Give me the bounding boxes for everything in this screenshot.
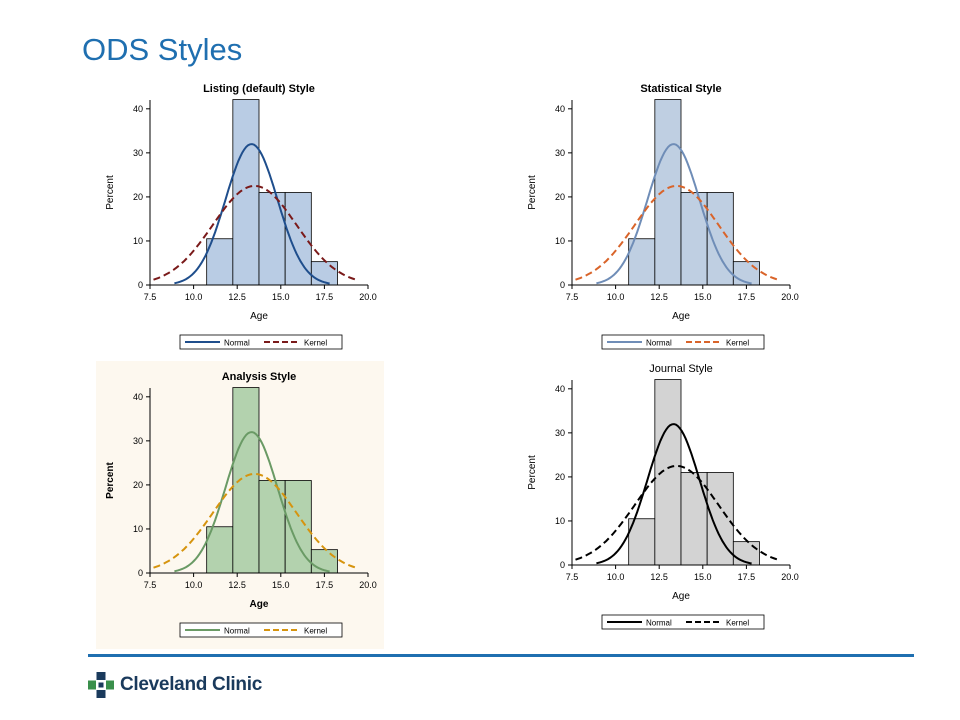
x-axis-label: Age xyxy=(250,599,269,610)
histogram-bar xyxy=(206,526,234,574)
x-axis-label: Age xyxy=(672,591,690,602)
y-axis-label: Percent xyxy=(105,461,116,498)
legend-box xyxy=(601,614,765,630)
y-tick-label: 20 xyxy=(555,472,565,482)
y-tick-label: 40 xyxy=(133,104,143,114)
chart-title: Listing (default) Style xyxy=(203,83,315,95)
x-tick-label: 20.0 xyxy=(781,292,799,302)
y-tick-label: 10 xyxy=(555,236,565,246)
y-tick-label: 40 xyxy=(555,104,565,114)
y-tick-label: 40 xyxy=(133,392,143,402)
x-tick-label: 12.5 xyxy=(228,292,246,302)
x-tick-label: 15.0 xyxy=(272,292,290,302)
histogram-bar xyxy=(680,472,708,566)
y-tick-label: 30 xyxy=(133,436,143,446)
kernel-density-curve xyxy=(575,464,780,562)
legend-kernel-label: Kernel xyxy=(304,339,327,348)
y-axis-label: Percent xyxy=(527,175,538,210)
x-tick-label: 17.5 xyxy=(738,292,756,302)
x-tick-label: 17.5 xyxy=(316,580,334,590)
footer-divider xyxy=(88,654,914,657)
chart-panel-3: Analysis Style 7.5 10.0 12.5 15.0 17.5 20.0 0 10… xyxy=(105,371,377,638)
histogram-bar xyxy=(654,379,682,566)
x-axis-label: Age xyxy=(672,311,690,322)
x-tick-label: 12.5 xyxy=(650,572,668,582)
x-tick-label: 7.5 xyxy=(566,292,579,302)
y-tick-label: 0 xyxy=(560,280,565,290)
x-tick-label: 10.0 xyxy=(185,580,203,590)
y-axis-label: Percent xyxy=(105,175,116,210)
legend-normal-label: Normal xyxy=(224,627,250,636)
kernel-density-curve xyxy=(153,184,358,282)
y-axis-label: Percent xyxy=(527,455,538,490)
histogram-bar xyxy=(232,387,260,574)
x-tick-label: 7.5 xyxy=(144,292,157,302)
x-tick-label: 12.5 xyxy=(228,580,246,590)
chart-title: Journal Style xyxy=(649,363,713,375)
x-tick-label: 15.0 xyxy=(694,292,712,302)
normal-density-curve xyxy=(174,143,330,285)
x-tick-label: 10.0 xyxy=(607,572,625,582)
x-tick-label: 10.0 xyxy=(607,292,625,302)
x-tick-label: 15.0 xyxy=(694,572,712,582)
legend-normal-label: Normal xyxy=(646,619,672,628)
y-tick-label: 0 xyxy=(138,280,143,290)
legend-normal-label: Normal xyxy=(224,339,250,348)
x-tick-label: 12.5 xyxy=(650,292,668,302)
y-tick-label: 20 xyxy=(555,192,565,202)
y-tick-label: 40 xyxy=(555,384,565,394)
histogram-bar xyxy=(628,238,656,286)
y-tick-label: 30 xyxy=(133,148,143,158)
logo-text: Cleveland Clinic xyxy=(120,674,262,695)
y-tick-label: 10 xyxy=(133,524,143,534)
x-tick-label: 15.0 xyxy=(272,580,290,590)
legend-kernel-label: Kernel xyxy=(726,619,749,628)
histogram-bar xyxy=(258,192,286,286)
x-tick-label: 17.5 xyxy=(738,572,756,582)
kernel-density-curve xyxy=(153,472,358,570)
x-tick-label: 20.0 xyxy=(359,580,377,590)
x-tick-label: 17.5 xyxy=(316,292,334,302)
x-axis-label: Age xyxy=(250,311,268,322)
legend-box xyxy=(601,334,765,350)
x-tick-label: 20.0 xyxy=(781,572,799,582)
chart-title: Statistical Style xyxy=(640,83,721,95)
x-tick-label: 7.5 xyxy=(144,580,157,590)
slide-title: ODS Styles xyxy=(82,32,243,67)
y-tick-label: 30 xyxy=(555,428,565,438)
legend-kernel-label: Kernel xyxy=(304,627,327,636)
normal-density-curve xyxy=(596,423,752,565)
x-tick-label: 10.0 xyxy=(185,292,203,302)
histogram-bar xyxy=(654,99,682,286)
chart-panel-2: Statistical Style 7.5 10.0 12.5 15.0 17.5 20.0… xyxy=(527,83,799,350)
histogram-bar xyxy=(232,99,260,286)
y-tick-label: 10 xyxy=(555,516,565,526)
normal-density-curve xyxy=(174,431,330,573)
histogram-bar xyxy=(680,192,708,286)
x-tick-label: 20.0 xyxy=(359,292,377,302)
legend-kernel-label: Kernel xyxy=(726,339,749,348)
y-tick-label: 30 xyxy=(555,148,565,158)
chart-panel-4: Journal Style 7.5 10.0 12.5 15.0 17.5 20.0 0 10 2… xyxy=(527,363,799,630)
y-tick-label: 20 xyxy=(133,480,143,490)
cleveland-clinic-logo-icon xyxy=(88,672,114,698)
chart-title: Analysis Style xyxy=(222,371,297,383)
kernel-density-curve xyxy=(575,184,780,282)
y-tick-label: 20 xyxy=(133,192,143,202)
histogram-bar xyxy=(258,480,286,574)
normal-density-curve xyxy=(596,143,752,285)
legend-normal-label: Normal xyxy=(646,339,672,348)
y-tick-label: 0 xyxy=(560,560,565,570)
y-tick-label: 10 xyxy=(133,236,143,246)
cleveland-clinic-logo: Cleveland Clinic xyxy=(88,671,262,699)
chart-panel-1: Listing (default) Style 7.5 10.0 12.5 15.0 17… xyxy=(105,83,377,350)
legend-box xyxy=(179,334,343,350)
y-tick-label: 0 xyxy=(138,568,143,578)
legend-box xyxy=(179,622,343,638)
x-tick-label: 7.5 xyxy=(566,572,579,582)
